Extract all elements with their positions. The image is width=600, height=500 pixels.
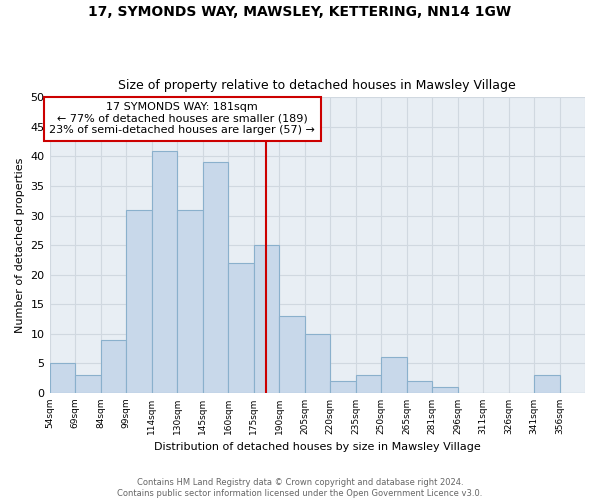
- Bar: [228, 263, 254, 393]
- Bar: [75, 375, 101, 393]
- Bar: [330, 381, 356, 393]
- Text: 17 SYMONDS WAY: 181sqm
← 77% of detached houses are smaller (189)
23% of semi-de: 17 SYMONDS WAY: 181sqm ← 77% of detached…: [49, 102, 315, 136]
- Y-axis label: Number of detached properties: Number of detached properties: [15, 158, 25, 333]
- Text: 17, SYMONDS WAY, MAWSLEY, KETTERING, NN14 1GW: 17, SYMONDS WAY, MAWSLEY, KETTERING, NN1…: [88, 5, 512, 19]
- Bar: [177, 210, 203, 393]
- Bar: [407, 381, 432, 393]
- X-axis label: Distribution of detached houses by size in Mawsley Village: Distribution of detached houses by size …: [154, 442, 481, 452]
- Bar: [381, 358, 407, 393]
- Bar: [279, 316, 305, 393]
- Text: Contains HM Land Registry data © Crown copyright and database right 2024.
Contai: Contains HM Land Registry data © Crown c…: [118, 478, 482, 498]
- Bar: [152, 150, 177, 393]
- Bar: [126, 210, 152, 393]
- Bar: [50, 364, 75, 393]
- Bar: [254, 245, 279, 393]
- Bar: [356, 375, 381, 393]
- Bar: [203, 162, 228, 393]
- Bar: [101, 340, 126, 393]
- Title: Size of property relative to detached houses in Mawsley Village: Size of property relative to detached ho…: [118, 79, 516, 92]
- Bar: [432, 387, 458, 393]
- Bar: [305, 334, 330, 393]
- Bar: [534, 375, 560, 393]
